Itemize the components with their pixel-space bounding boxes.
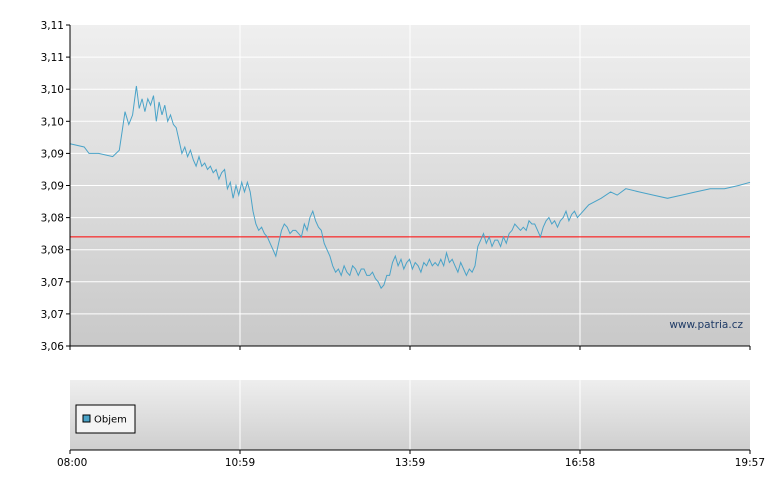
x-tick-label: 16:58: [565, 457, 595, 469]
x-tick-label: 08:00: [57, 457, 87, 469]
y-tick-label: 3,08: [41, 245, 64, 257]
y-tick-label: 3,10: [41, 84, 64, 96]
y-tick-label: 3,07: [41, 277, 64, 289]
y-tick-labels: 3,06 3,07 3,07 3,08 3,08 3,09 3,09 3,10 3,10 3,11…: [41, 20, 70, 353]
price-gridlines: [70, 25, 750, 346]
legend-swatch: [82, 414, 91, 423]
x-tick-labels: 08:00 10:59 13:59 16:58 19:57: [57, 450, 765, 469]
price-series-line: [69, 85, 751, 290]
y-tick-label: 3,11: [41, 52, 64, 64]
y-tick-label: 3,06: [41, 341, 65, 353]
y-tick-label: 3,08: [41, 213, 64, 225]
x-tick-label: 13:59: [395, 457, 425, 469]
y-tick-label: 3,09: [41, 148, 64, 160]
watermark: www.patria.cz: [669, 319, 743, 331]
volume-gridlines: [239, 380, 581, 450]
x-tick-label: 10:59: [225, 457, 255, 469]
legend: Objem: [75, 404, 136, 434]
y-tick-label: 3,07: [41, 309, 64, 321]
y-tick-label: 3,11: [41, 20, 64, 32]
price-x-ticks: [69, 346, 751, 350]
y-tick-label: 3,09: [41, 181, 64, 193]
y-tick-label: 3,10: [41, 116, 64, 128]
legend-label: Objem: [94, 415, 127, 426]
x-tick-label: 19:57: [735, 457, 765, 469]
